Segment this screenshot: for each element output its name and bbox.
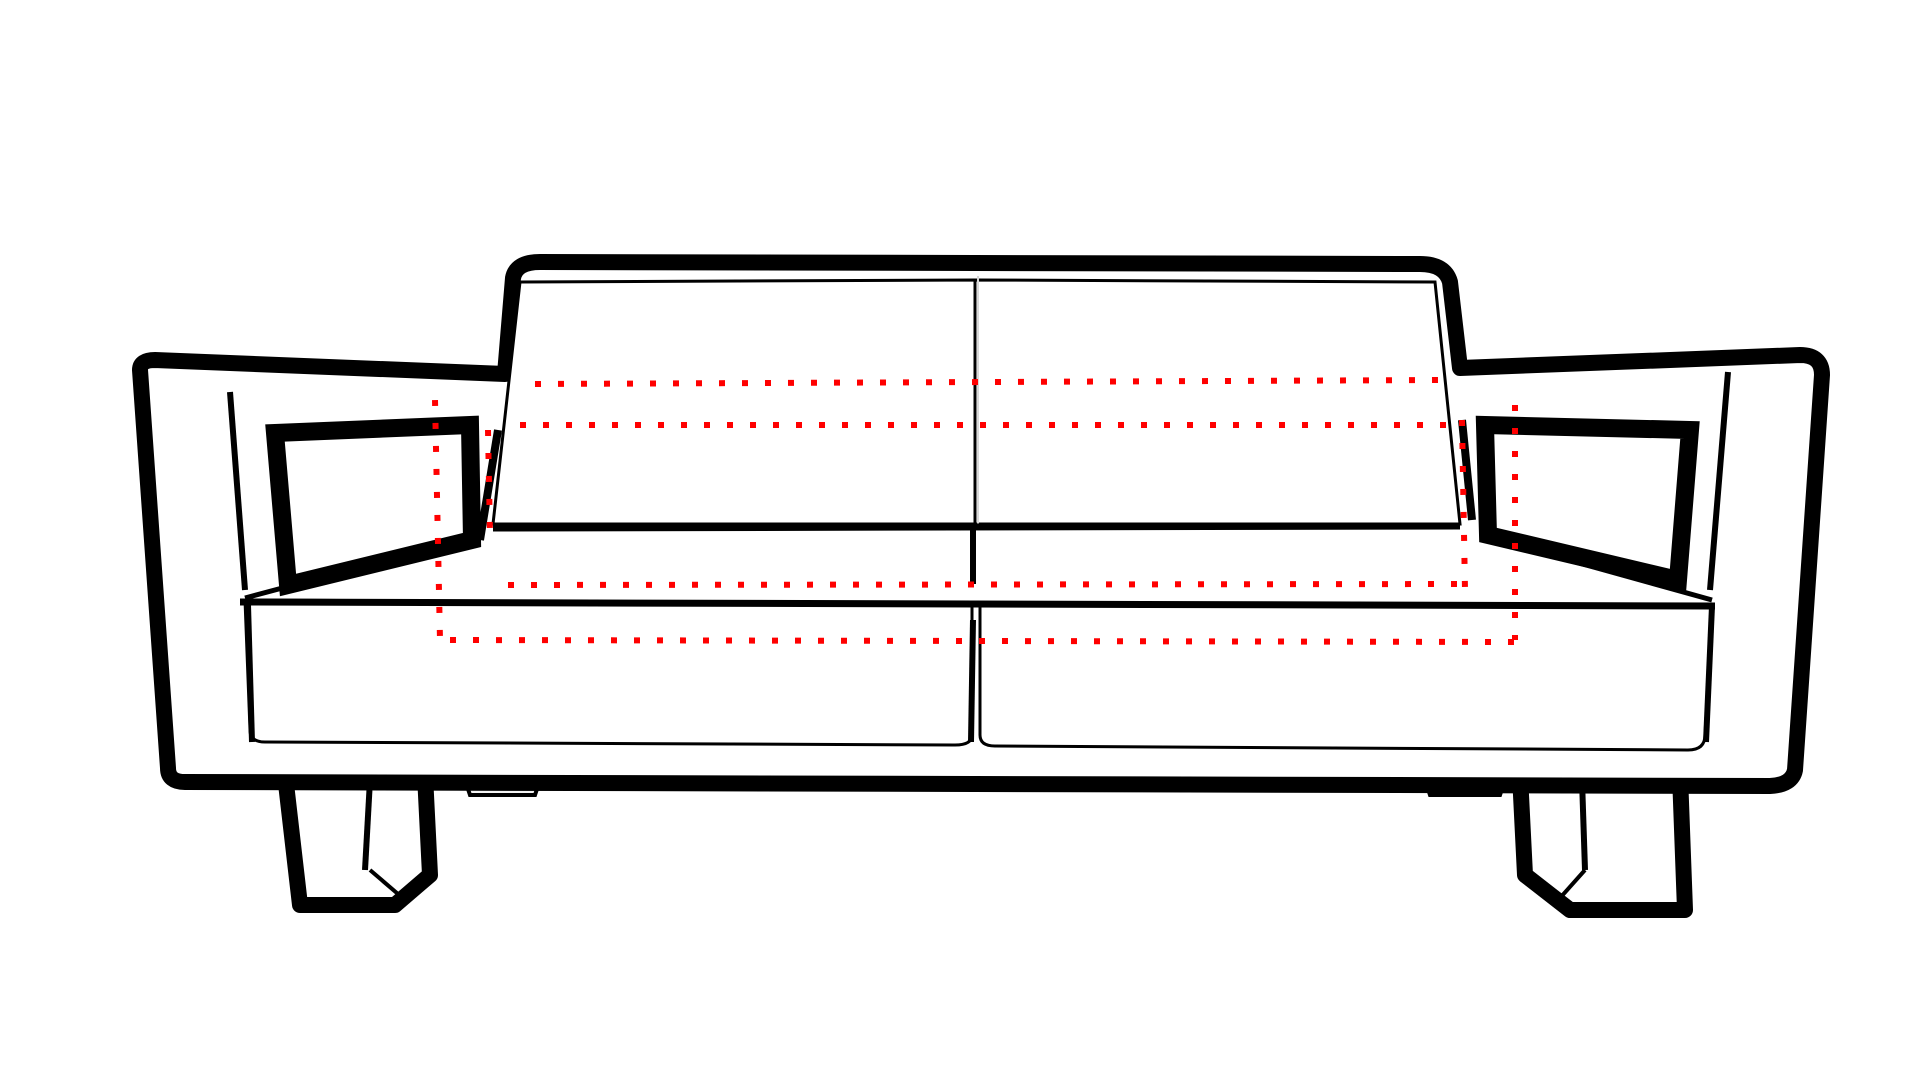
marker-line-right-inner [1459,419,1468,591]
armrest-left [227,391,482,601]
dotted-markers [432,377,1519,645]
armrest-right [1475,371,1731,603]
marker-line-left-vertical [432,399,443,641]
leg-right [1512,767,1693,918]
marker-line-seat-front [449,637,1519,645]
leg-left [277,767,438,913]
back-cushion-left [491,278,977,526]
seat-cushion-left [243,598,974,747]
back-cushion-right [973,278,1462,526]
seat-cushion-right [978,602,1714,752]
